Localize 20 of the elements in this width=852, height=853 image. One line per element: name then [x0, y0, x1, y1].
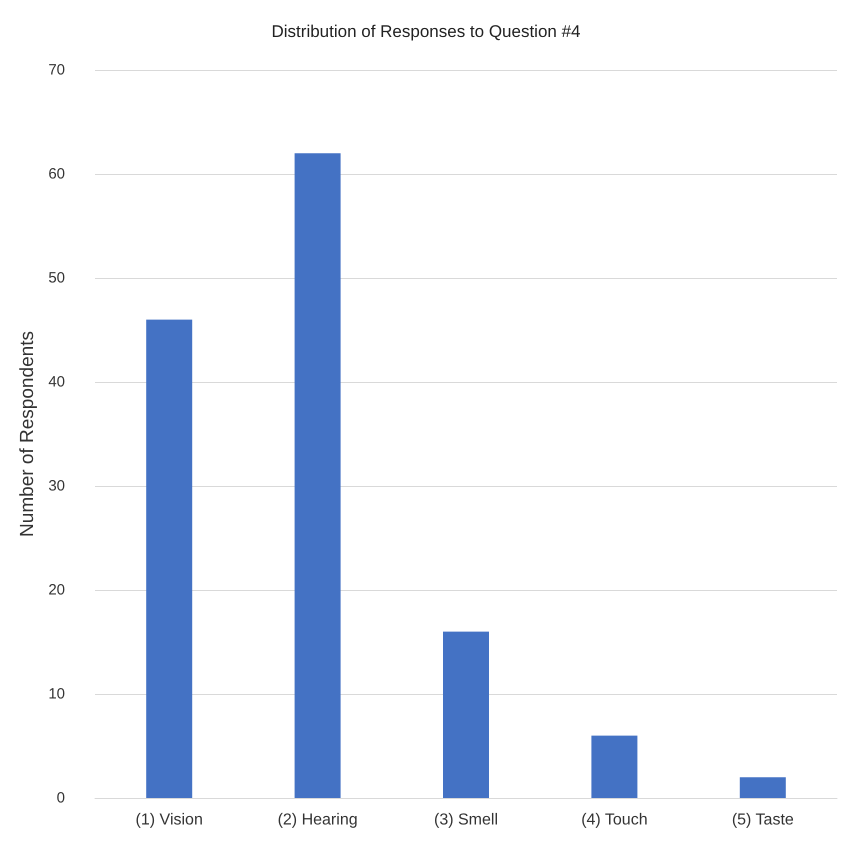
bar — [740, 777, 786, 798]
y-tick-label: 0 — [56, 790, 65, 806]
y-tick-label: 60 — [48, 166, 65, 182]
bar — [146, 320, 192, 798]
x-tick-label: (2) Hearing — [278, 812, 358, 828]
y-tick-label: 30 — [48, 478, 65, 494]
y-tick-label: 10 — [48, 686, 65, 702]
bar — [294, 153, 341, 798]
x-tick-label: (4) Touch — [581, 812, 648, 828]
bar — [591, 736, 638, 798]
bar — [443, 632, 489, 798]
y-tick-label: 40 — [48, 374, 65, 390]
x-tick-label: (3) Smell — [434, 812, 498, 828]
y-tick-label: 20 — [48, 582, 65, 598]
chart-title: Distribution of Responses to Question #4 — [271, 22, 581, 41]
x-tick-label: (1) Vision — [136, 812, 203, 828]
y-tick-label: 70 — [48, 62, 65, 78]
y-axis-title: Number of Respondents — [17, 331, 38, 537]
x-tick-label: (5) Taste — [732, 812, 794, 828]
y-tick-label: 50 — [48, 270, 65, 286]
